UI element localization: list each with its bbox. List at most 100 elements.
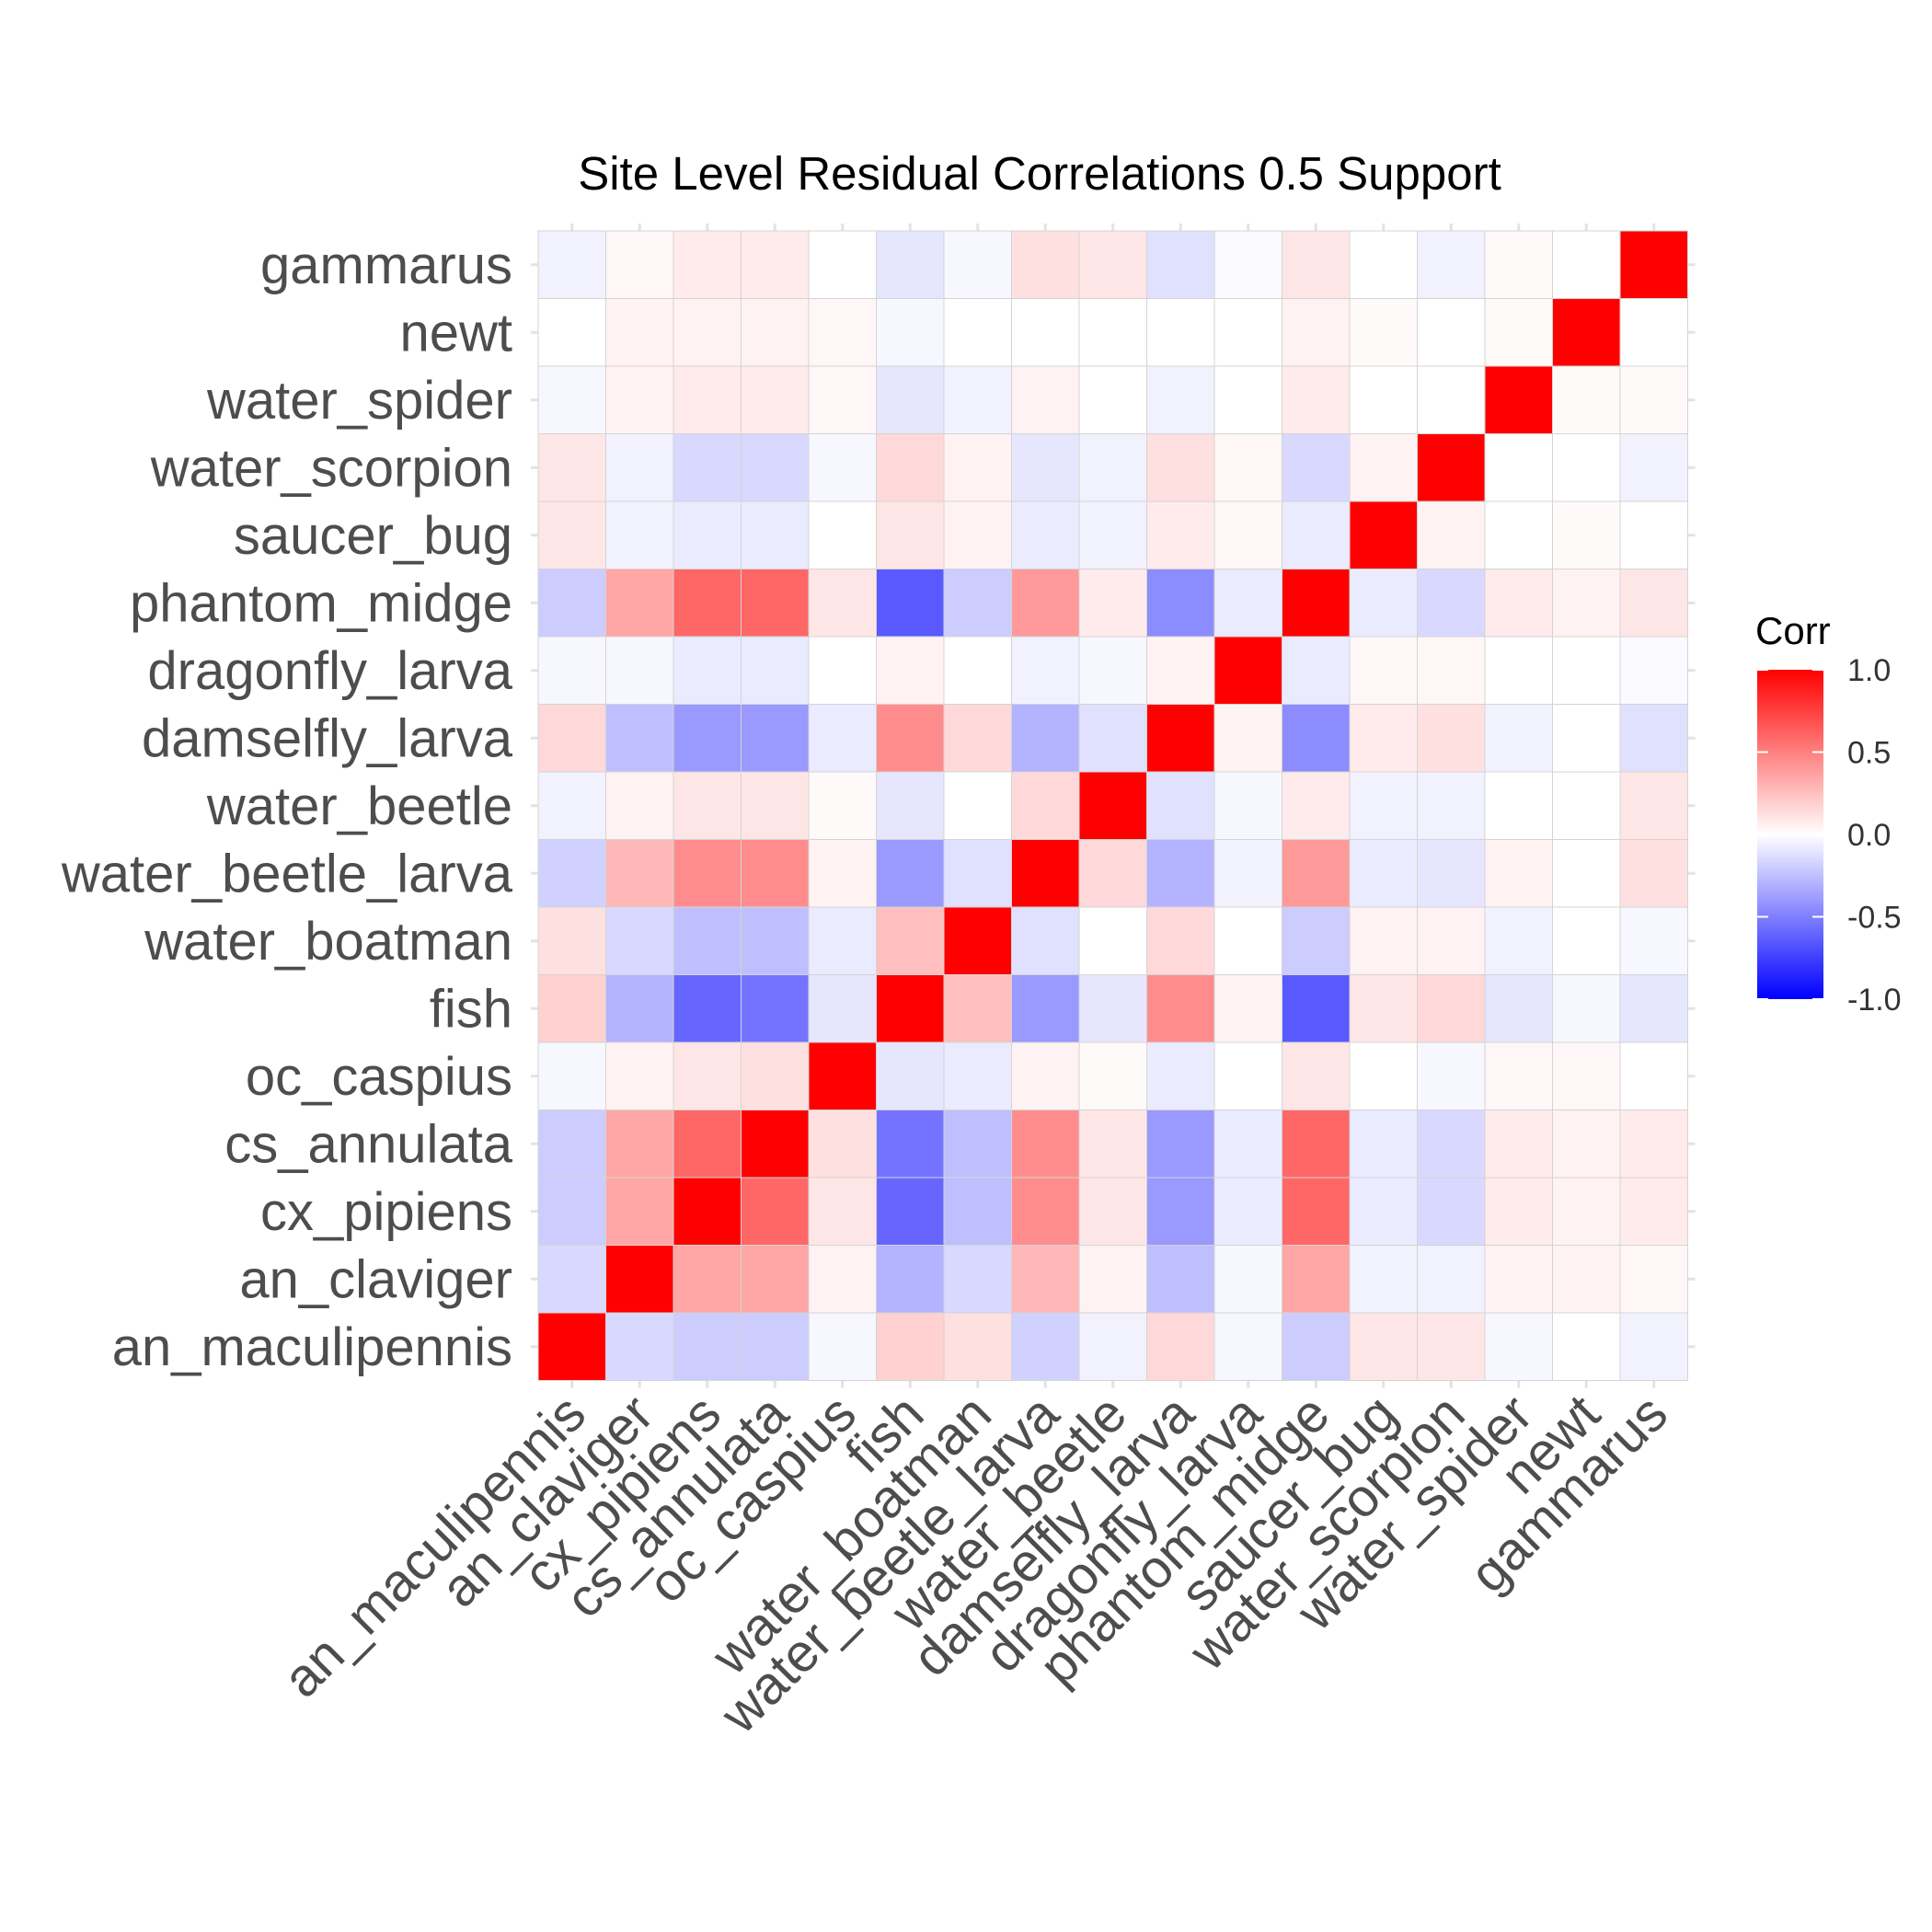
heatmap-cell (1146, 974, 1215, 1043)
heatmap-cell (1417, 1245, 1486, 1314)
heatmap-cell (605, 906, 674, 975)
heatmap-cell (1282, 974, 1351, 1043)
heatmap-cell (1078, 569, 1147, 638)
heatmap-cell (1349, 298, 1418, 367)
heatmap-cell (605, 1245, 674, 1314)
heatmap-cell (1282, 1110, 1351, 1179)
heatmap-cell (1619, 365, 1688, 434)
heatmap-cell (741, 974, 810, 1043)
y-tick-label: phantom_midge (130, 573, 512, 633)
heatmap-cell (537, 1245, 606, 1314)
heatmap-cell (1011, 839, 1080, 908)
heatmap-cell (808, 1177, 877, 1246)
heatmap-cell (1282, 636, 1351, 705)
heatmap-cell (1213, 298, 1282, 367)
heatmap-cell (1484, 839, 1553, 908)
heatmap-cell (673, 1245, 742, 1314)
heatmap-cell (1484, 704, 1553, 773)
heatmap-cell (673, 636, 742, 705)
heatmap-cell (1213, 839, 1282, 908)
heatmap-cell (605, 771, 674, 840)
heatmap-cell (673, 230, 742, 299)
heatmap-cell (1146, 1245, 1215, 1314)
heatmap-cell (1552, 974, 1621, 1043)
heatmap-cell (741, 906, 810, 975)
heatmap-cell (1619, 569, 1688, 638)
heatmap-cell (876, 636, 945, 705)
y-tick-label: water_beetle (206, 776, 512, 836)
heatmap-cell (1417, 569, 1486, 638)
heatmap-cell (1011, 500, 1080, 569)
heatmap-cell (1282, 1041, 1351, 1110)
heatmap-cell (673, 500, 742, 569)
heatmap-cell (1619, 1110, 1688, 1179)
heatmap-cell (1213, 1110, 1282, 1179)
heatmap-cell (1417, 1041, 1486, 1110)
heatmap-cell (1078, 771, 1147, 840)
heatmap-cell (537, 906, 606, 975)
heatmap-cell (1282, 365, 1351, 434)
heatmap-cell (808, 704, 877, 773)
heatmap-cell (876, 298, 945, 367)
heatmap-cell (741, 636, 810, 705)
heatmap-cell (741, 365, 810, 434)
heatmap-cell (741, 569, 810, 638)
heatmap-cell (1213, 1177, 1282, 1246)
heatmap-cell (1213, 1041, 1282, 1110)
heatmap-cell (876, 1041, 945, 1110)
heatmap-cell (1146, 771, 1215, 840)
heatmap-cell (1011, 1245, 1080, 1314)
heatmap-cell (673, 365, 742, 434)
heatmap-cell (1078, 1041, 1147, 1110)
heatmap-cell (673, 906, 742, 975)
heatmap-cell (1213, 230, 1282, 299)
heatmap-cell (808, 906, 877, 975)
heatmap-cell (1011, 906, 1080, 975)
heatmap-cell (808, 1245, 877, 1314)
legend: Corr 1.0 0.5 0.0 -0.5 -1.0 (1755, 609, 1902, 1018)
y-tick-label: an_maculipennis (112, 1317, 512, 1377)
heatmap-cell (741, 500, 810, 569)
y-tick-label: saucer_bug (234, 506, 512, 566)
y-tick-label: newt (399, 303, 512, 362)
heatmap-cells (537, 230, 1688, 1381)
heatmap-cell (605, 1177, 674, 1246)
heatmap-cell (1282, 1245, 1351, 1314)
heatmap-cell (808, 569, 877, 638)
heatmap-cell (1282, 433, 1351, 502)
heatmap-cell (537, 974, 606, 1043)
heatmap-cell (1011, 974, 1080, 1043)
heatmap-cell (1484, 1245, 1553, 1314)
heatmap-cell (1078, 433, 1147, 502)
heatmap-cell (943, 1110, 1012, 1179)
heatmap-cell (1146, 1041, 1215, 1110)
heatmap-cell (1619, 500, 1688, 569)
heatmap-cell (1146, 1312, 1215, 1381)
heatmap-cell (1078, 365, 1147, 434)
y-axis-tick-labels: an_maculipennis an_claviger cx_pipiens cs_a… (61, 236, 513, 1377)
heatmap-cell (1078, 906, 1147, 975)
heatmap-cell (876, 839, 945, 908)
heatmap-cell (1282, 1312, 1351, 1381)
heatmap-cell (1213, 500, 1282, 569)
y-tick-label: water_beetle_larva (61, 844, 513, 903)
heatmap-cell (1282, 298, 1351, 367)
heatmap-cell (1078, 1110, 1147, 1179)
heatmap-cell (808, 974, 877, 1043)
heatmap-cell (943, 230, 1012, 299)
heatmap-cell (943, 636, 1012, 705)
heatmap-cell (605, 569, 674, 638)
heatmap-cell (1349, 636, 1418, 705)
heatmap-cell (1011, 298, 1080, 367)
heatmap-cell (876, 1177, 945, 1246)
heatmap-cell (1282, 569, 1351, 638)
heatmap-cell (1146, 500, 1215, 569)
heatmap-cell (1552, 230, 1621, 299)
heatmap-cell (1146, 433, 1215, 502)
heatmap-cell (1146, 636, 1215, 705)
heatmap-cell (1349, 974, 1418, 1043)
heatmap-cell (1552, 636, 1621, 705)
heatmap-cell (1011, 771, 1080, 840)
heatmap-cell (1078, 704, 1147, 773)
heatmap-cell (1417, 974, 1486, 1043)
